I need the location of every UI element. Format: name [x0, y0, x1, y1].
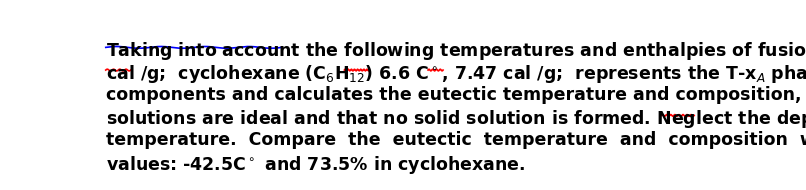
Text: temperature.  Compare  the  eutectic  temperature  and  composition  with  the  : temperature. Compare the eutectic temper…	[106, 131, 806, 149]
Text: values: -42.5C$^\circ$ and 73.5% in cyclohexane.: values: -42.5C$^\circ$ and 73.5% in cycl…	[106, 154, 526, 176]
Text: solutions are ideal and that no solid solution is formed. Neglect the dependence: solutions are ideal and that no solid so…	[106, 108, 806, 130]
Text: cal /g;  cyclohexane (C$_6$H$_{12}$) 6.6 C$^\circ$, 7.47 cal /g;  represents the: cal /g; cyclohexane (C$_6$H$_{12}$) 6.6 …	[106, 63, 806, 85]
Text: components and calculates the eutectic temperature and composition, assuming tha: components and calculates the eutectic t…	[106, 86, 806, 104]
Text: $\mathbf{Taking\ into\ account}$ the following temperatures and enthalpies of fu: $\mathbf{Taking\ into\ account}$ the fol…	[106, 40, 806, 62]
